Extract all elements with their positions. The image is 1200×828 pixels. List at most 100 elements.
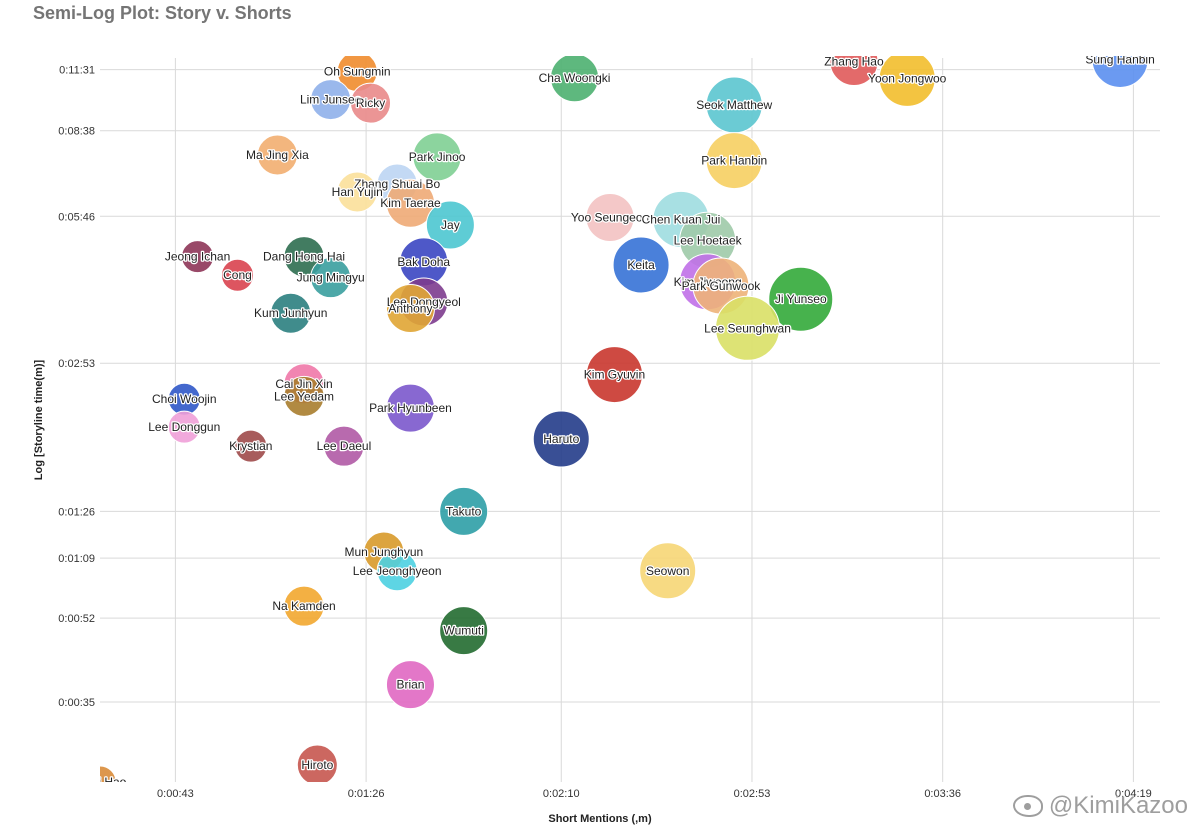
bubble-label: Hiroto	[301, 758, 333, 772]
bubble-label: Lee Yedam	[274, 389, 334, 403]
y-tick-label: 0:01:09	[58, 553, 95, 565]
bubble-label: Lee Seunghwan	[704, 321, 791, 335]
y-axis-title: Log [Storyline time(m)]	[33, 359, 45, 480]
bubble-label: Lee Daeul	[317, 439, 372, 453]
bubble-label: Yu Zi Hao	[74, 775, 127, 789]
bubble-label: Takuto	[446, 504, 482, 518]
bubble-label: Han Yujin	[332, 185, 383, 199]
bubble-label: Yoo Seungeon	[571, 211, 649, 225]
weibo-logo-icon	[1012, 795, 1043, 817]
bubble-point[interactable]	[585, 193, 635, 243]
bubble-point[interactable]	[310, 257, 352, 299]
bubble-label: Jung Mingyu	[297, 271, 365, 285]
bubble-label: Lee Dongyeol	[387, 295, 461, 309]
bubble-label: Brian	[396, 678, 424, 692]
bubble-point[interactable]	[336, 171, 378, 213]
bubble-label: Jay	[441, 218, 460, 232]
bubble-label: Cong	[223, 268, 252, 282]
bubble-label: Dang Hong Hai	[263, 250, 345, 264]
bubble-point[interactable]	[385, 383, 435, 433]
bubble-point[interactable]	[220, 258, 254, 292]
bubble-point[interactable]	[878, 50, 936, 107]
bubble-label: Yoon Jongwoo	[868, 71, 947, 85]
bubble-point[interactable]	[385, 178, 435, 228]
x-tick-label: 0:04:19	[1115, 788, 1152, 800]
bubble-label: Oh Sungmin	[324, 64, 391, 78]
bubble-label: Mun Junghyun	[344, 545, 423, 559]
bubble-point[interactable]	[181, 240, 215, 274]
bubble-point[interactable]	[412, 132, 462, 182]
bubble-point[interactable]	[829, 38, 879, 87]
bubble-label: Park Jinoo	[409, 150, 466, 164]
bubble-label: Kum Junhyun	[254, 306, 327, 320]
bubble-label: Kim Jiwoong	[674, 275, 742, 289]
bubble-label: Choi Woojin	[152, 392, 216, 406]
bubble-label: Lee Donggun	[148, 420, 220, 434]
bubble-point[interactable]	[585, 346, 643, 404]
bubble-point[interactable]	[768, 266, 834, 332]
bubble-label: Ma Jing Xia	[246, 148, 309, 162]
x-tick-label: 0:00:43	[157, 788, 194, 800]
bubble-label: Ji Yunseo	[775, 292, 827, 306]
y-tick-label: 0:01:26	[58, 506, 95, 518]
chart-title: Semi-Log Plot: Story v. Shorts	[33, 3, 292, 23]
bubble-label: Kim Gyuvin	[584, 368, 645, 382]
bubble-point[interactable]	[376, 550, 418, 592]
bubble-label: Anthony	[388, 301, 432, 315]
bubble-point[interactable]	[283, 585, 325, 627]
bubble-point[interactable]	[1091, 31, 1149, 88]
bubble-label: Krystian	[229, 439, 272, 453]
bubble-label: Cha Woongki	[539, 71, 611, 85]
y-tick-label: 0:08:38	[58, 126, 95, 138]
bubble-point[interactable]	[612, 236, 670, 294]
bubble-point[interactable]	[425, 200, 475, 250]
bubble-point[interactable]	[350, 82, 392, 124]
bubble-label: Park Gunwook	[682, 279, 762, 293]
bubble-label: Seowon	[646, 564, 689, 578]
bubble-point[interactable]	[705, 132, 763, 190]
bubble-label: Zhang Shuai Bo	[354, 177, 440, 191]
bubble-label: Keita	[627, 258, 655, 272]
bubble-layer: Sung Hanbin Zhang Hao Yoon Jongwoo Cha Woon…	[74, 31, 1156, 798]
bubble-label: Ricky	[356, 96, 385, 110]
bubble-label: Zhang Hao	[824, 55, 884, 69]
bubble-label: Lee Hoetaek	[674, 233, 743, 247]
bubble-point[interactable]	[439, 606, 489, 656]
bubble-point[interactable]	[296, 744, 338, 785]
bubble-label: Wumuti	[443, 624, 483, 638]
bubble-label: Na Kamden	[272, 599, 335, 613]
bubble-point[interactable]	[715, 295, 781, 361]
bubble-label: Cai Jin Xin	[275, 377, 332, 391]
bubble-point[interactable]	[323, 425, 365, 467]
bubble-point[interactable]	[256, 134, 298, 176]
bubble-label: Seok Matthew	[696, 98, 772, 112]
bubble-label: Lee Jeonghyeon	[353, 564, 442, 578]
bubble-label: Sung Hanbin	[1085, 52, 1154, 66]
y-tick-label: 0:00:52	[58, 613, 95, 625]
bubble-point[interactable]	[385, 660, 435, 710]
x-tick-label: 0:02:53	[734, 788, 771, 800]
bubble-label: Park Hyunbeen	[369, 401, 452, 415]
y-tick-label: 0:11:31	[59, 65, 95, 77]
bubble-label: Haruto	[543, 432, 579, 446]
watermark: @KimiKazoo	[1012, 792, 1188, 820]
watermark-text: @KimiKazoo	[1048, 792, 1188, 819]
y-tick-label: 0:00:35	[58, 697, 95, 709]
bubble-point[interactable]	[385, 283, 435, 333]
bubble-point[interactable]	[439, 486, 489, 536]
y-tick-label: 0:02:53	[58, 358, 95, 370]
bubble-point[interactable]	[283, 375, 325, 417]
bubble-point[interactable]	[167, 410, 201, 444]
bubble-point[interactable]	[234, 429, 268, 463]
bubble-point[interactable]	[84, 765, 117, 798]
bubble-label: Bak Doha	[397, 255, 450, 269]
bubble-point[interactable]	[639, 542, 697, 600]
bubble-label: Kim Taerae	[380, 196, 441, 210]
bubble-point[interactable]	[270, 292, 312, 334]
bubble-label: Jeong Ichan	[165, 250, 230, 264]
bubble-label: Lim Junseo	[300, 93, 362, 107]
x-tick-label: 0:01:26	[348, 788, 385, 800]
bubble-point[interactable]	[532, 410, 590, 468]
bubble-point[interactable]	[550, 54, 600, 103]
